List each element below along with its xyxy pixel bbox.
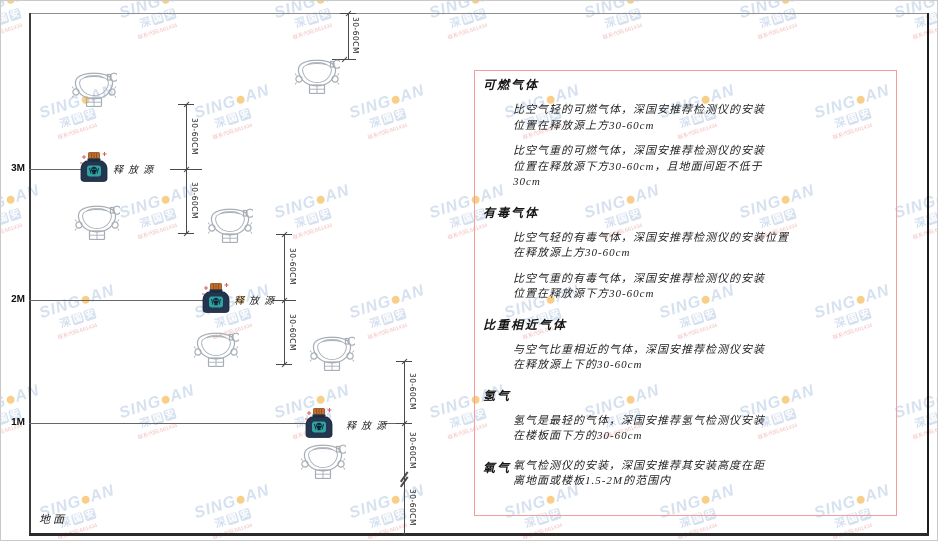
release-source-icon: [305, 408, 333, 438]
section-heading: 比重相近气体: [483, 317, 568, 332]
dimension-tick: [178, 104, 194, 105]
dimension-tick: [340, 13, 356, 14]
gas-detector: [300, 439, 346, 479]
section-paragraph: 比空气重的有毒气体，深国安推荐检测仪的安装 位置在释放源下方30-60cm: [513, 272, 765, 301]
release-source-label: 释放源: [234, 296, 279, 307]
level-line-1m: [29, 423, 306, 424]
level-label-1m: 1M: [11, 417, 25, 428]
dimension-line-ceiling: [348, 13, 349, 59]
dimension-label: 30-60CM: [408, 489, 417, 527]
dimension-label: 30-60CM: [408, 373, 417, 411]
section-paragraph: 比空气轻的可燃气体，深国安推荐检测仪的安装 位置在释放源上方30-60cm: [513, 104, 765, 132]
section-paragraph: 与空气比重相近的气体，深国安推荐检测仪安装 在释放源上下的30-60cm: [513, 343, 765, 372]
section-heading: 可燃气体: [483, 78, 540, 92]
section-ground: 地面 检测仪地面间距，深国安推荐在30-60cm，且不得 小于30cm，因为过低…: [483, 516, 886, 517]
dimension-tick: [170, 169, 202, 170]
gas-detector-icon: [207, 208, 253, 243]
dimension-label: 30-60CM: [190, 118, 199, 156]
dimension-tick: [272, 300, 296, 301]
level-line-1m-connector: [384, 423, 404, 424]
release-source-label: 释放源: [113, 165, 158, 176]
section-heading: 氢气: [483, 388, 512, 403]
level-label-2m: 2M: [11, 294, 25, 305]
dimension-label: 30-60CM: [190, 182, 199, 220]
release-source-label: 释放源: [346, 421, 391, 432]
dimension-label: 30-60CM: [288, 314, 297, 352]
dimension-tick: [396, 423, 412, 424]
gas-detector-icon: [300, 444, 346, 479]
right-wall-line: [927, 13, 929, 535]
level-label-3m: 3M: [11, 163, 25, 174]
gas-detector: [71, 67, 117, 107]
gas-detector: [74, 200, 120, 240]
release-source: [201, 282, 231, 314]
gas-detector-icon: [74, 205, 120, 240]
gas-detector-icon: [193, 332, 239, 367]
dimension-label: 30-60CM: [351, 17, 360, 55]
section-heading: 地面: [483, 516, 886, 517]
section-paragraph: 比空气重的可燃气体，深国安推荐检测仪的安装 位置在释放源下方30-60cm，且地…: [513, 145, 765, 188]
ground-label: 地面: [39, 514, 67, 526]
dimension-tick: [332, 59, 356, 60]
section-similar-density-gas: 比重相近气体 与空气比重相近的气体，深国安推荐检测仪安装 在释放源上下的30-6…: [483, 316, 886, 374]
release-source-icon: [80, 152, 108, 182]
left-wall-line: [29, 13, 31, 535]
dimension-label: 30-60CM: [288, 248, 297, 286]
level-line-3m: [29, 169, 81, 170]
dimension-label: 30-60CM: [408, 432, 417, 470]
level-line-2m: [29, 300, 203, 301]
section-heading: 氧气: [483, 460, 512, 475]
release-source-icon: [202, 283, 230, 313]
section-oxygen: 氧气 氧气检测仪的安装，深国安推荐其安装高度在距 离地面或楼板1.5-2M的范围…: [483, 459, 886, 490]
section-paragraph: 氢气是最轻的气体，深国安推荐氢气检测仪安装 在楼板面下方的30-60cm: [513, 414, 765, 443]
gas-detector: [309, 331, 355, 371]
section-heading: 有毒气体: [483, 205, 540, 220]
ceiling-line: [29, 13, 929, 14]
section-paragraph: 氧气检测仪的安装，深国安推荐其安装高度在距 离地面或楼板1.5-2M的范围内: [513, 459, 765, 488]
dimension-tick: [178, 233, 194, 234]
dimension-tick: [276, 364, 292, 365]
gas-detector-icon: [71, 72, 117, 107]
gas-detector: [193, 327, 239, 367]
gas-detector: [294, 54, 340, 94]
section-paragraph: 比空气轻的有毒气体，深国安推荐检测仪的安装位置 在释放源上方30-60cm: [513, 231, 789, 260]
release-source: [304, 407, 334, 439]
ground-line: [29, 533, 929, 536]
dimension-tick: [276, 234, 292, 235]
release-source: [79, 151, 109, 183]
gas-detector-icon: [309, 336, 355, 371]
gas-detector-icon: [294, 59, 340, 94]
dimension-line-1m: [404, 361, 405, 535]
instruction-panel: 可燃气体 比空气轻的可燃气体，深国安推荐检测仪的安装 位置在释放源上方30-60…: [474, 70, 897, 516]
section-combustible-gas: 可燃气体 比空气轻的可燃气体，深国安推荐检测仪的安装 位置在释放源上方30-60…: [483, 76, 886, 191]
dimension-tick: [396, 361, 412, 362]
gas-detector: [207, 203, 253, 243]
section-toxic-gas: 有毒气体 比空气轻的有毒气体，深国安推荐检测仪的安装位置 在释放源上方30-60…: [483, 204, 886, 303]
section-hydrogen: 氢气 氢气是最轻的气体，深国安推荐氢气检测仪安装 在楼板面下方的30-60cm: [483, 387, 886, 445]
